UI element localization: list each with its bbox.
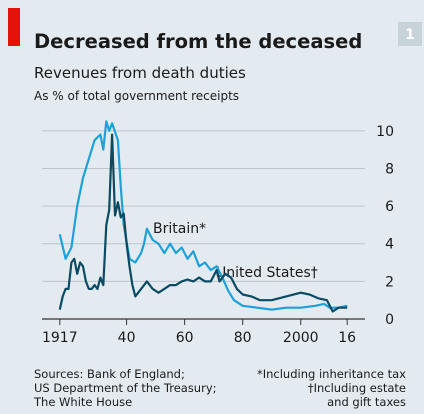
footnote: *Including inheritance tax <box>257 367 406 381</box>
chart-number-box <box>398 22 422 46</box>
y-tick-label: 8 <box>385 161 394 177</box>
x-tick-label: 2000 <box>283 330 319 346</box>
y-tick-label: 6 <box>385 199 394 215</box>
annotation: United States† <box>216 265 318 281</box>
x-tick-label: 80 <box>234 330 252 346</box>
source: US Department of the Treasury; <box>34 381 217 395</box>
x-tick-label: 1917 <box>42 330 78 346</box>
y-tick-label: 4 <box>385 237 394 253</box>
y-tick-label: 0 <box>385 312 394 328</box>
x-tick-label: 60 <box>176 330 194 346</box>
series-line <box>58 133 348 313</box>
y-tick-label: 2 <box>385 274 394 290</box>
unit-note: As % of total government receipts <box>34 89 239 103</box>
source: Sources: Bank of England; <box>34 367 185 381</box>
x-tick-label: 40 <box>118 330 136 346</box>
footnote: and gift taxes <box>327 395 406 409</box>
chart-number: 1 <box>405 27 415 43</box>
series-line <box>58 120 348 311</box>
red-tag <box>8 8 20 46</box>
source: The White House <box>33 395 132 409</box>
x-tick-label: 16 <box>338 330 356 346</box>
footnote: †Including estate <box>308 381 406 395</box>
chart-subtitle: Revenues from death duties <box>34 64 246 82</box>
y-tick-label: 10 <box>376 124 394 140</box>
chart-title: Decreased from the deceased <box>34 30 362 53</box>
annotation: Britain* <box>153 221 206 237</box>
